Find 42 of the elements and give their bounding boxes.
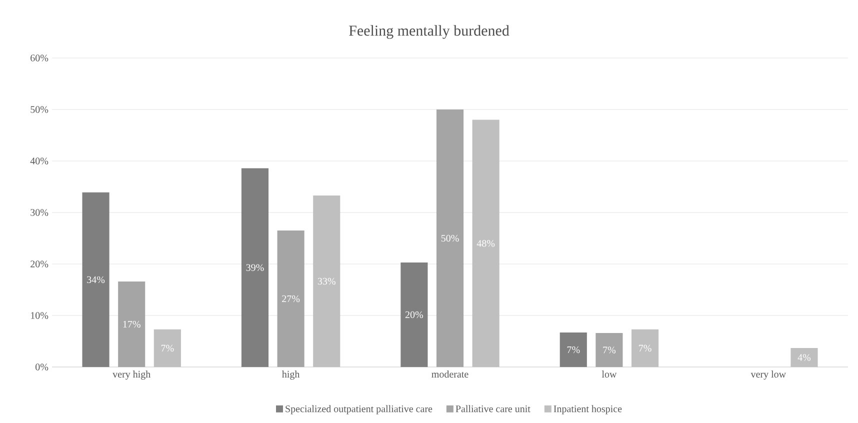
data-label: 48% [476, 240, 495, 247]
bar [313, 196, 340, 367]
y-tick-label: 10% [31, 312, 48, 319]
bar [436, 110, 464, 367]
bar [118, 282, 146, 367]
data-label: 50% [441, 234, 459, 242]
y-tick-label: 20% [30, 260, 48, 268]
bar [631, 329, 659, 367]
legend-label: Palliative care unit [456, 405, 530, 412]
y-tick-label: 60% [30, 54, 48, 62]
data-label: 34% [87, 276, 105, 284]
data-label: 7% [567, 346, 580, 354]
bar [154, 329, 181, 367]
bar [241, 168, 269, 367]
bar [596, 333, 623, 367]
data-label: 7% [161, 344, 174, 352]
y-tick-label: 50% [30, 106, 48, 113]
x-tick-label: very low [750, 370, 786, 380]
chart-title: Feeling mentally burdened [349, 25, 510, 39]
data-label: 4% [798, 354, 811, 361]
legend-label: Inpatient hospice [554, 405, 622, 414]
data-label: 20% [405, 311, 424, 318]
x-tick-label: high [282, 370, 300, 380]
bar [790, 348, 818, 367]
data-label: 7% [603, 346, 616, 354]
x-tick-label: moderate [432, 370, 468, 378]
bar [400, 262, 428, 367]
data-label: 7% [639, 344, 652, 352]
bar [560, 332, 587, 367]
bar [277, 230, 304, 367]
y-tick-label: 30% [30, 209, 48, 216]
bar [472, 120, 500, 367]
y-tick-label: 40% [30, 158, 48, 164]
y-tick-label: 0% [36, 364, 48, 370]
legend-label: Specialized outpatient palliative care [286, 405, 432, 414]
data-label: 39% [246, 264, 264, 271]
data-label: 27% [282, 295, 300, 302]
x-tick-label: very high [112, 370, 150, 380]
bar [82, 192, 110, 367]
x-tick-label: low [602, 370, 617, 378]
data-label: 17% [123, 320, 140, 328]
data-label: 33% [318, 278, 336, 285]
